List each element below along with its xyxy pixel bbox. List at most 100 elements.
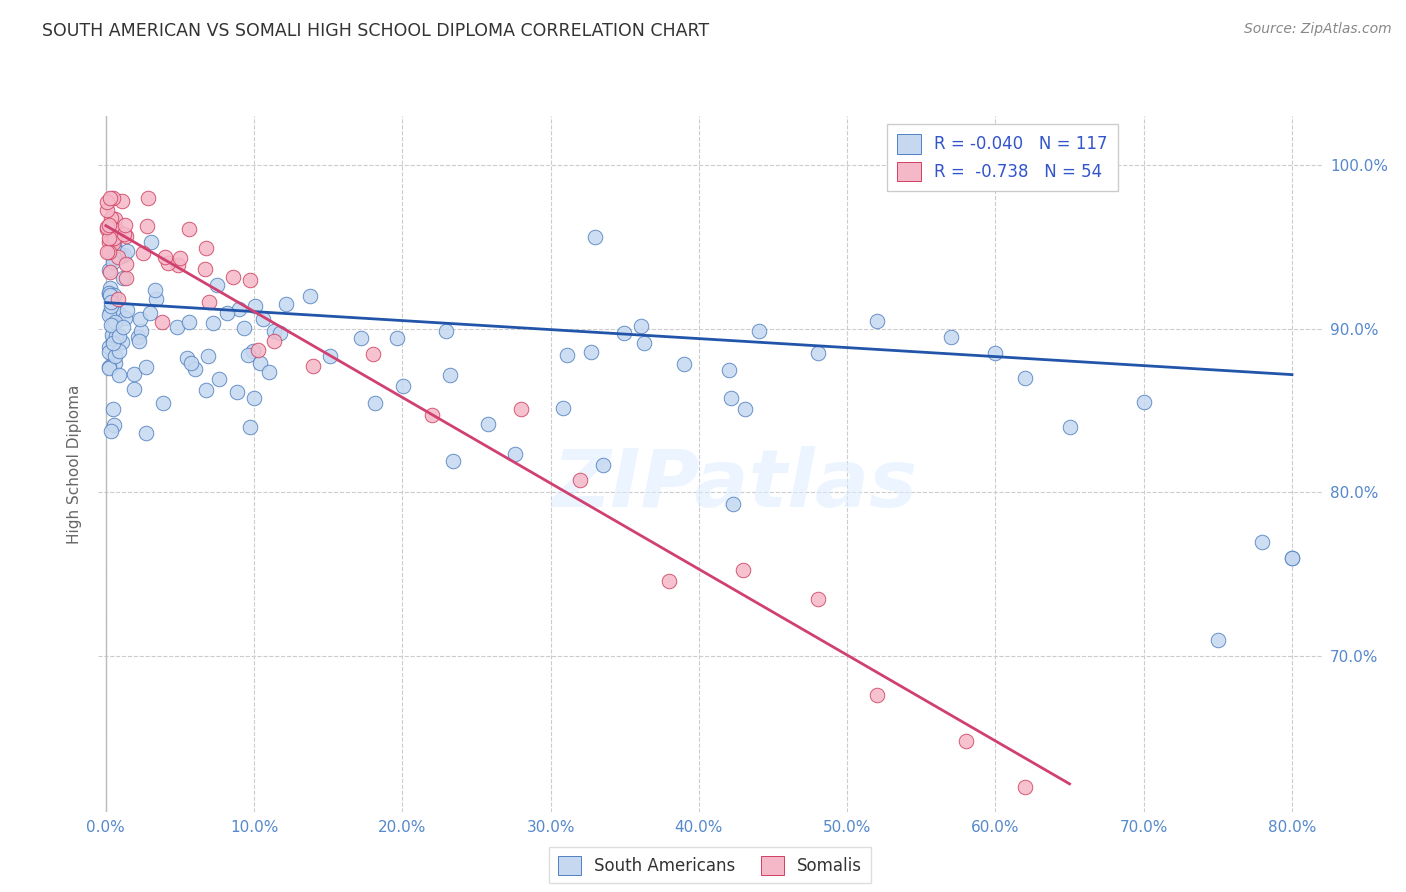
Point bbox=[153, 251, 176, 265]
Point bbox=[510, 401, 533, 416]
Point bbox=[110, 249, 132, 263]
Point bbox=[112, 247, 135, 261]
Point bbox=[247, 343, 270, 357]
Point bbox=[239, 272, 262, 286]
Point bbox=[166, 258, 188, 272]
Point bbox=[207, 278, 229, 293]
Point bbox=[98, 231, 121, 245]
Point bbox=[112, 271, 135, 285]
Point bbox=[115, 229, 138, 244]
Point bbox=[733, 563, 755, 577]
Point bbox=[806, 346, 828, 360]
Point bbox=[553, 401, 575, 415]
Point bbox=[263, 324, 285, 338]
Point bbox=[101, 222, 124, 236]
Point bbox=[364, 396, 387, 410]
Point bbox=[555, 348, 578, 362]
Point bbox=[207, 371, 229, 385]
Point bbox=[1132, 395, 1154, 409]
Point bbox=[257, 365, 280, 379]
Point bbox=[98, 244, 121, 259]
Point bbox=[96, 219, 118, 234]
Point bbox=[1014, 780, 1036, 794]
Point bbox=[97, 263, 120, 277]
Point bbox=[145, 292, 167, 306]
Point bbox=[100, 235, 122, 250]
Point bbox=[100, 299, 122, 313]
Point bbox=[866, 688, 889, 702]
Point bbox=[98, 191, 121, 205]
Point bbox=[195, 383, 218, 397]
Point bbox=[157, 255, 180, 269]
Y-axis label: High School Diploma: High School Diploma bbox=[67, 384, 83, 543]
Point bbox=[114, 310, 136, 325]
Point bbox=[101, 255, 124, 269]
Point bbox=[100, 295, 122, 310]
Point bbox=[114, 227, 136, 241]
Point bbox=[361, 347, 384, 361]
Point bbox=[104, 315, 127, 329]
Point bbox=[103, 417, 125, 432]
Point bbox=[98, 280, 121, 294]
Point bbox=[136, 219, 159, 233]
Point bbox=[302, 359, 325, 374]
Point bbox=[98, 218, 121, 232]
Point bbox=[434, 324, 457, 338]
Point bbox=[228, 302, 250, 317]
Point bbox=[100, 327, 122, 342]
Point bbox=[104, 211, 127, 226]
Legend: South Americans, Somalis: South Americans, Somalis bbox=[550, 847, 870, 883]
Point bbox=[613, 326, 636, 340]
Point bbox=[1281, 551, 1303, 566]
Point bbox=[135, 425, 157, 440]
Point bbox=[984, 346, 1007, 360]
Point bbox=[672, 357, 695, 371]
Point bbox=[183, 361, 205, 376]
Point bbox=[233, 321, 256, 335]
Point bbox=[143, 283, 166, 297]
Point bbox=[734, 402, 756, 417]
Point bbox=[98, 265, 121, 279]
Point bbox=[104, 349, 127, 363]
Point bbox=[114, 270, 136, 285]
Point bbox=[115, 244, 138, 259]
Point bbox=[114, 257, 136, 271]
Point bbox=[721, 497, 744, 511]
Point bbox=[132, 246, 155, 260]
Point bbox=[96, 202, 118, 217]
Point bbox=[139, 305, 162, 319]
Point bbox=[100, 318, 122, 333]
Point bbox=[592, 458, 614, 473]
Point bbox=[197, 349, 219, 363]
Point bbox=[131, 324, 153, 338]
Point bbox=[97, 308, 120, 322]
Point bbox=[111, 194, 134, 208]
Point bbox=[274, 297, 297, 311]
Point bbox=[108, 329, 131, 343]
Point bbox=[105, 245, 128, 260]
Point bbox=[441, 454, 464, 468]
Point bbox=[107, 293, 129, 307]
Point bbox=[439, 368, 461, 382]
Point bbox=[97, 285, 120, 300]
Point bbox=[1059, 420, 1081, 434]
Text: ZIPatlas: ZIPatlas bbox=[553, 446, 917, 524]
Point bbox=[96, 221, 118, 235]
Point bbox=[222, 269, 245, 284]
Point bbox=[98, 235, 121, 249]
Point bbox=[127, 330, 149, 344]
Point bbox=[166, 320, 188, 334]
Point bbox=[169, 251, 191, 265]
Point bbox=[177, 315, 200, 329]
Point bbox=[217, 306, 239, 320]
Point bbox=[112, 319, 135, 334]
Point bbox=[100, 424, 122, 438]
Point bbox=[97, 344, 120, 359]
Point bbox=[98, 305, 121, 319]
Point bbox=[101, 191, 124, 205]
Point bbox=[581, 344, 603, 359]
Point bbox=[97, 360, 120, 375]
Point bbox=[1251, 534, 1274, 549]
Point bbox=[104, 329, 127, 343]
Point bbox=[630, 319, 652, 334]
